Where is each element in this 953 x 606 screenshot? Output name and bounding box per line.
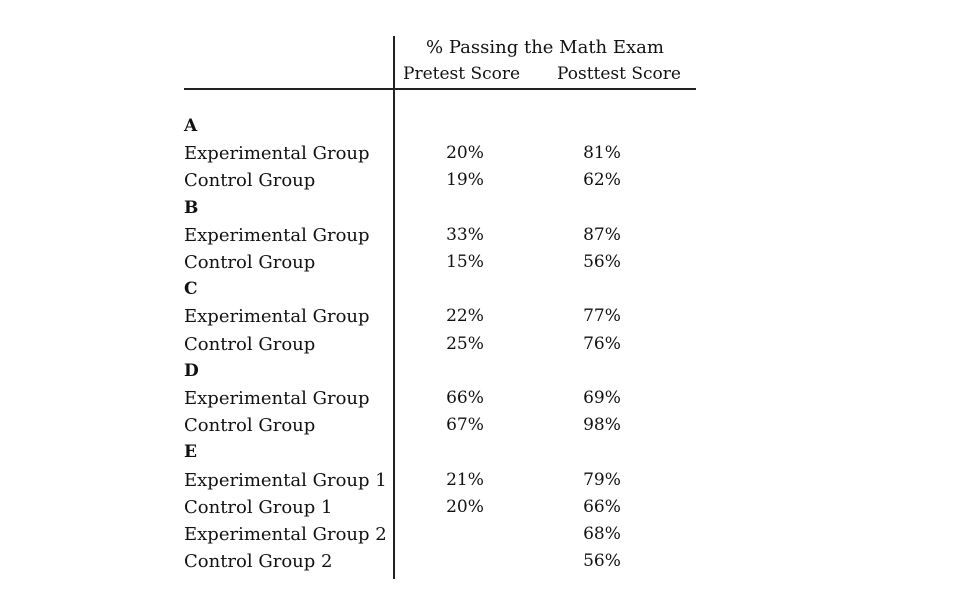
- table-row: Experimental Group 2 68%: [0, 524, 953, 550]
- section-header: D: [0, 361, 953, 387]
- pretest-value: 25%: [446, 333, 484, 354]
- pretest-value: 19%: [446, 170, 484, 191]
- section-label: B: [184, 197, 199, 218]
- posttest-value: 87%: [583, 224, 621, 245]
- table-row: Experimental Group 22% 77%: [0, 306, 953, 332]
- posttest-value: 56%: [583, 551, 621, 572]
- posttest-value: 98%: [583, 415, 621, 436]
- posttest-value: 66%: [583, 496, 621, 517]
- header-rule: [184, 88, 696, 90]
- pretest-value: 67%: [446, 415, 484, 436]
- section-header: C: [0, 279, 953, 305]
- posttest-value: 56%: [583, 252, 621, 272]
- posttest-value: 69%: [583, 388, 621, 408]
- pretest-value: 15%: [446, 252, 484, 272]
- section-label: E: [184, 442, 197, 463]
- section-label: D: [184, 360, 199, 381]
- section-header: B: [0, 198, 953, 224]
- table-row: Control Group 25% 76%: [0, 334, 953, 360]
- table-row: Experimental Group 33% 87%: [0, 225, 953, 251]
- vertical-divider: [393, 36, 395, 579]
- posttest-value: 76%: [583, 333, 621, 354]
- posttest-value: 79%: [583, 469, 621, 490]
- pretest-column-header: Pretest Score: [403, 64, 521, 84]
- group-label: Experimental Group: [184, 388, 370, 409]
- section-label: A: [184, 116, 198, 136]
- table-row: Experimental Group 1 21% 79%: [0, 470, 953, 496]
- pretest-value: 66%: [446, 388, 484, 408]
- table-row: Control Group 67% 98%: [0, 415, 953, 441]
- pretest-value: 33%: [446, 224, 484, 245]
- group-label: Control Group: [184, 333, 316, 355]
- group-label: Experimental Group: [184, 224, 370, 246]
- group-label: Control Group: [184, 170, 316, 192]
- group-label: Experimental Group: [184, 306, 370, 328]
- group-label: Control Group 2: [184, 551, 333, 573]
- pretest-value: 22%: [446, 306, 484, 327]
- group-label: Control Group 1: [184, 496, 333, 518]
- section-header: A: [0, 116, 953, 142]
- section-label: C: [184, 279, 198, 300]
- section-header: E: [0, 442, 953, 468]
- pretest-value: 20%: [446, 143, 484, 164]
- group-label: Experimental Group 1: [184, 469, 387, 491]
- pretest-value: 21%: [446, 469, 484, 490]
- pretest-value: 20%: [446, 496, 484, 517]
- table-row: Experimental Group 66% 69%: [0, 388, 953, 414]
- header-title: % Passing the Math Exam: [426, 37, 664, 58]
- posttest-value: 81%: [583, 143, 621, 164]
- group-label: Control Group: [184, 415, 316, 437]
- table-row: Control Group 19% 62%: [0, 170, 953, 196]
- posttest-value: 77%: [583, 306, 621, 327]
- table-row: Experimental Group 20% 81%: [0, 143, 953, 169]
- group-label: Experimental Group: [184, 143, 370, 165]
- table-row: Control Group 1 20% 66%: [0, 497, 953, 523]
- posttest-value: 62%: [583, 170, 621, 191]
- table-row: Control Group 15% 56%: [0, 252, 953, 278]
- table-row: Control Group 2 56%: [0, 551, 953, 577]
- group-label: Experimental Group 2: [184, 524, 387, 545]
- posttest-value: 68%: [583, 524, 621, 544]
- group-label: Control Group: [184, 252, 316, 273]
- posttest-column-header: Posttest Score: [557, 64, 681, 84]
